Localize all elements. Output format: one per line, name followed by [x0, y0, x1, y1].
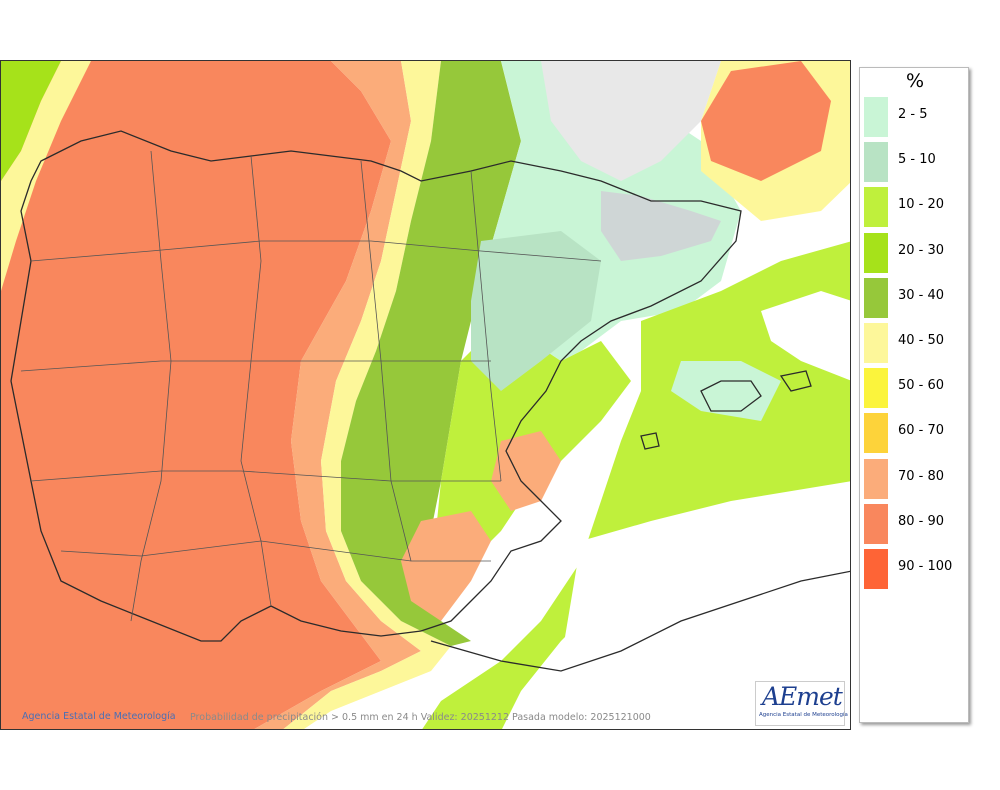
- precip-zone-5-10: [471, 231, 601, 391]
- legend-swatch: [864, 458, 888, 499]
- legend-label: 80 - 90: [898, 513, 945, 529]
- legend-item: 40 - 50: [864, 320, 964, 363]
- legend-swatch: [864, 413, 888, 454]
- agency-credit: Agencia Estatal de Meteorología: [22, 711, 176, 722]
- legend-swatch: [864, 503, 888, 544]
- no-data-france: [541, 61, 721, 181]
- legend-swatch: [864, 323, 888, 363]
- precip-zone-40-50-nw: [1, 61, 91, 291]
- legend-label: 30 - 40: [898, 287, 945, 303]
- legend-label: 5 - 10: [898, 152, 936, 168]
- legend-swatch: [864, 549, 888, 589]
- legend-item: 10 - 20: [864, 184, 964, 228]
- legend-label: 70 - 80: [898, 468, 945, 484]
- map-canvas: [1, 61, 850, 729]
- precip-zone-30-40: [341, 61, 521, 646]
- map-caption: Probabilidad de precipitación > 0.5 mm e…: [190, 712, 651, 723]
- no-precip-balearic-sea: [761, 291, 850, 381]
- precip-zone-70-80-valencia: [491, 431, 561, 511]
- precip-zone-70-80-se: [401, 511, 491, 621]
- legend: % 2 - 5 5 - 10 10 - 20 20 - 30 30 - 40 40 - 5…: [859, 67, 969, 723]
- legend-swatch: [864, 142, 888, 183]
- legend-unit: %: [905, 70, 925, 92]
- pyrenees-relief: [601, 191, 721, 261]
- aemet-logo: AEmet Agencia Estatal de Meteorología: [755, 681, 848, 726]
- legend-swatch: [864, 187, 888, 228]
- precip-zone-80-90-west: [1, 61, 391, 729]
- legend-label: 90 - 100: [898, 559, 953, 574]
- legend-label: 50 - 60: [898, 378, 945, 394]
- legend-swatch: [864, 277, 888, 318]
- legend-item: 70 - 80: [864, 456, 964, 499]
- legend-item: 50 - 60: [864, 365, 964, 409]
- legend-item: 90 - 100: [864, 546, 964, 589]
- precip-zone-40-50: [283, 61, 451, 729]
- precip-zone-80-90-gol: [701, 61, 831, 181]
- no-precip-alboran: [561, 481, 850, 729]
- aemet-logo-subtext: Agencia Estatal de Meteorología: [759, 712, 848, 718]
- aemet-logo-word: AEmet: [762, 682, 843, 711]
- legend-label: 40 - 50: [898, 333, 945, 348]
- legend-swatch: [864, 232, 888, 273]
- legend-swatch: [864, 368, 888, 409]
- precip-zone-2-5-baleares: [671, 361, 781, 421]
- legend-item: 80 - 90: [864, 501, 964, 544]
- legend-item: 20 - 30: [864, 230, 964, 273]
- legend-label: 60 - 70: [898, 423, 945, 439]
- precip-zone-70-80: [254, 61, 421, 729]
- legend-item: 5 - 10: [864, 139, 964, 183]
- legend-label: 20 - 30: [898, 242, 945, 258]
- legend-item: 2 - 5: [864, 94, 964, 137]
- legend-item: 30 - 40: [864, 275, 964, 318]
- legend-swatch: [864, 97, 888, 137]
- legend-label: 10 - 20: [898, 197, 945, 213]
- legend-label: 2 - 5: [898, 107, 928, 122]
- legend-item: 60 - 70: [864, 410, 964, 454]
- precipitation-probability-map: [0, 60, 851, 730]
- province-borders: [20, 150, 602, 622]
- coastline: [10, 130, 850, 672]
